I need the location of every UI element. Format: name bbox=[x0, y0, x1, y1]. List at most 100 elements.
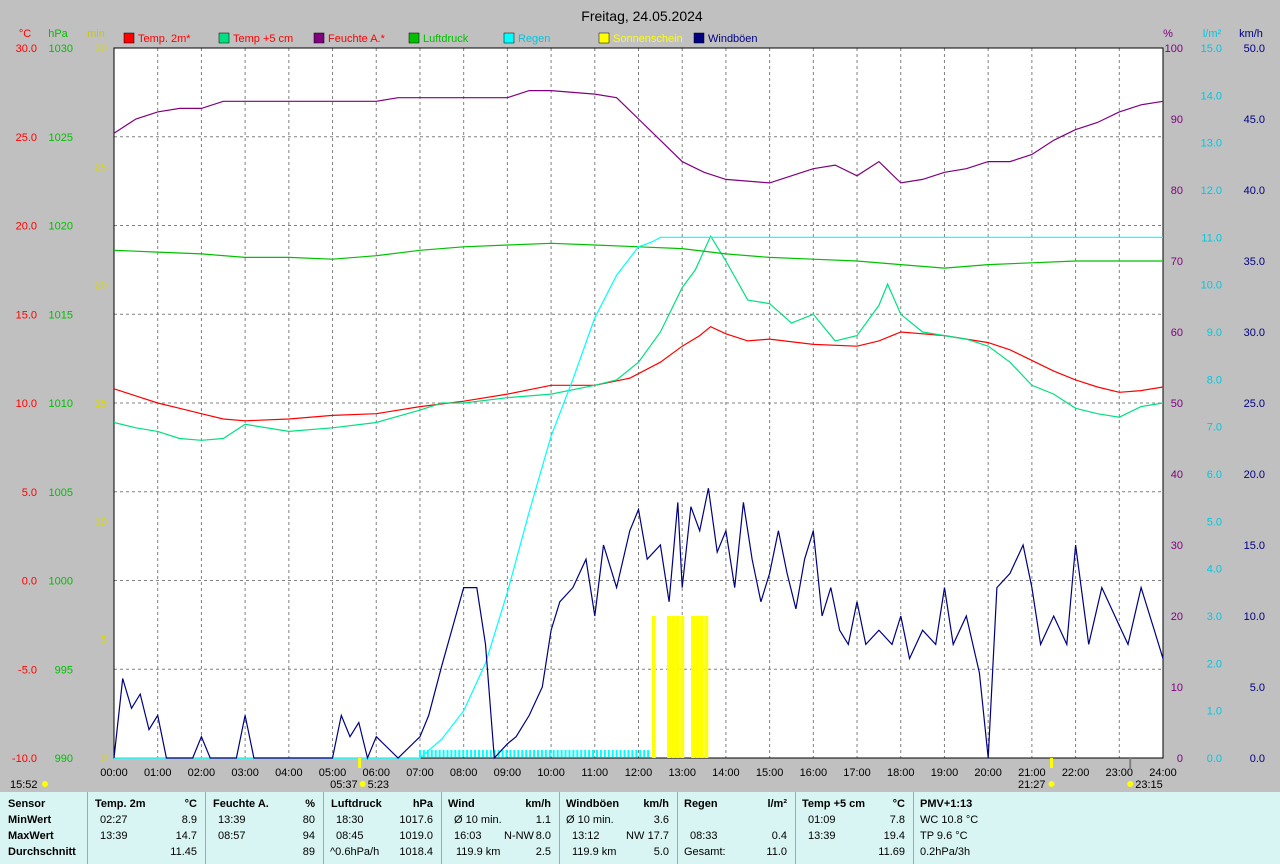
pressure-trend: ^0.6hPa/h bbox=[330, 846, 380, 858]
legend-label: Regen bbox=[518, 33, 550, 45]
humidity-max-time: 08:57 bbox=[218, 830, 246, 842]
sunshine-bar bbox=[651, 616, 656, 758]
legend-label: Windböen bbox=[708, 33, 758, 45]
wind-tick-label: 20.0 bbox=[1244, 469, 1265, 481]
legend-label: Temp +5 cm bbox=[233, 33, 293, 45]
sunshine-bars bbox=[651, 616, 709, 758]
temp-tick-label: 25.0 bbox=[16, 132, 37, 144]
pressure-tick-label: 990 bbox=[55, 753, 73, 765]
temp-tick-label: 10.0 bbox=[16, 398, 37, 410]
chart-title: Freitag, 24.05.2024 bbox=[581, 8, 703, 24]
rain-total-label: Gesamt: bbox=[684, 846, 726, 858]
temp-tick-label: -5.0 bbox=[18, 664, 37, 676]
temp5cm-min-time: 01:09 bbox=[808, 814, 836, 826]
gusts-title: Windböen bbox=[566, 798, 620, 810]
time-tick-label: 12:00 bbox=[625, 767, 653, 779]
sunshine-bar bbox=[695, 616, 700, 758]
pressure-title: Luftdruck bbox=[331, 798, 382, 810]
stats-col-pressure: Luftdruck hPa 18:30 1017.6 08:45 1019.0 ^0.… bbox=[324, 792, 442, 864]
sun-tick-label: 5 bbox=[101, 635, 107, 647]
legend-swatch bbox=[218, 32, 230, 44]
temp-tick-label: 5.0 bbox=[22, 487, 37, 499]
time-tick-label: 01:00 bbox=[144, 767, 172, 779]
sun-unit-label: min bbox=[87, 28, 105, 40]
temp2m-min-value: 8.9 bbox=[181, 814, 197, 826]
temp2m-unit: °C bbox=[184, 798, 197, 810]
time-tick-label: 19:00 bbox=[931, 767, 959, 779]
humidity-tick-label: 60 bbox=[1171, 327, 1183, 339]
time-tick-label: 17:00 bbox=[843, 767, 871, 779]
gusts-max-value: 17.7 bbox=[647, 830, 669, 842]
time-tick-label: 13:00 bbox=[668, 767, 696, 779]
series-line-temp-5-cm bbox=[113, 234, 1164, 441]
time-tick-label: 05:00 bbox=[319, 767, 347, 779]
legend: Temp. 2m* Temp +5 cm Feuchte A.* Luftdruck R… bbox=[123, 32, 758, 45]
sun-tick-label: 0 bbox=[101, 753, 107, 765]
temp5cm-max-value: 19.4 bbox=[883, 830, 905, 842]
rain-max-time: 08:33 bbox=[690, 830, 718, 842]
time-tick-label: 16:00 bbox=[800, 767, 828, 779]
time-tick-label: 14:00 bbox=[712, 767, 740, 779]
sun-icon bbox=[359, 781, 366, 787]
temp-tick-label: 20.0 bbox=[16, 221, 37, 233]
temp2m-title: Temp. 2m bbox=[95, 798, 146, 810]
temp-tick-label: 15.0 bbox=[16, 309, 37, 321]
gusts-min-value: 3.6 bbox=[653, 814, 669, 826]
humidity-tick-label: 40 bbox=[1171, 469, 1183, 481]
wind-tick-label: 35.0 bbox=[1244, 256, 1265, 268]
wind-unit: km/h bbox=[525, 798, 551, 810]
wind-avg-value: 2.5 bbox=[535, 846, 551, 858]
humidity-tick-label: 0 bbox=[1177, 753, 1183, 765]
sun-tick-label: 10 bbox=[95, 516, 107, 528]
gusts-avg-value: 5.0 bbox=[653, 846, 669, 858]
humidity-unit-label: % bbox=[1163, 28, 1173, 40]
night-label: 23:15 bbox=[1135, 779, 1163, 791]
legend-swatch bbox=[123, 32, 135, 44]
humidity-tick-label: 90 bbox=[1171, 114, 1183, 126]
night-icon bbox=[1127, 781, 1134, 787]
gusts-min-label: Ø 10 min. bbox=[566, 814, 614, 826]
stats-col-gusts: Windböen km/h Ø 10 min. 3.6 13:12 NW 17.7 11… bbox=[560, 792, 678, 864]
rain-intensity-ticks bbox=[418, 750, 650, 757]
wind-max-time: 16:03 bbox=[454, 830, 482, 842]
wind-tick-label: 25.0 bbox=[1244, 398, 1265, 410]
legend-label: Feuchte A.* bbox=[328, 33, 386, 45]
legend-label: Luftdruck bbox=[423, 33, 469, 45]
pmv-pressure-trend: 0.2hPa/3h bbox=[920, 846, 971, 858]
temp5cm-title: Temp +5 cm bbox=[802, 798, 866, 810]
pressure-min-time: 18:30 bbox=[336, 814, 364, 826]
time-tick-label: 24:00 bbox=[1149, 767, 1177, 779]
legend-swatch bbox=[693, 32, 705, 44]
humidity-title: Feuchte A. bbox=[213, 798, 269, 810]
legend-swatch bbox=[598, 32, 610, 44]
wind-tick-label: 50.0 bbox=[1244, 43, 1265, 55]
pressure-max-time: 08:45 bbox=[336, 830, 364, 842]
series-line-regen bbox=[114, 236, 1163, 759]
rain-tick-label: 11.0 bbox=[1201, 232, 1222, 244]
humidity-tick-label: 10 bbox=[1171, 682, 1183, 694]
temp2m-min-time: 02:27 bbox=[100, 814, 128, 826]
wind-max-direction: N-NW bbox=[504, 830, 534, 842]
pressure-tick-label: 1000 bbox=[49, 576, 73, 588]
rain-unit: l/m² bbox=[767, 798, 787, 810]
pmv-windchill: WC 10.8 °C bbox=[920, 814, 979, 826]
sun-tick-label: 15 bbox=[95, 398, 107, 410]
series-line-windb-en bbox=[113, 488, 1164, 760]
pressure-max-value: 1019.0 bbox=[399, 830, 433, 842]
rain-tick-label: 14.0 bbox=[1201, 90, 1222, 102]
rain-tick-label: 0.0 bbox=[1207, 753, 1222, 765]
rain-tick-label: 1.0 bbox=[1207, 706, 1222, 718]
rain-tick-label: 15.0 bbox=[1201, 43, 1222, 55]
sunshine-bar bbox=[675, 616, 680, 758]
pressure-tick-label: 995 bbox=[55, 664, 73, 676]
time-tick-label: 20:00 bbox=[974, 767, 1002, 779]
pressure-min-value: 1017.6 bbox=[399, 814, 433, 826]
time-tick-label: 15:00 bbox=[756, 767, 784, 779]
humidity-tick-label: 20 bbox=[1171, 611, 1183, 623]
sunrise-label: 05:37 bbox=[330, 779, 358, 791]
pressure-unit-label: hPa bbox=[48, 28, 68, 40]
stats-avg-label: Durchschnitt bbox=[8, 846, 76, 858]
humidity-min-time: 13:39 bbox=[218, 814, 246, 826]
temp2m-max-time: 13:39 bbox=[100, 830, 128, 842]
statistics-table: Sensor MinWert MaxWert Durchschnitt Temp… bbox=[0, 792, 1280, 864]
